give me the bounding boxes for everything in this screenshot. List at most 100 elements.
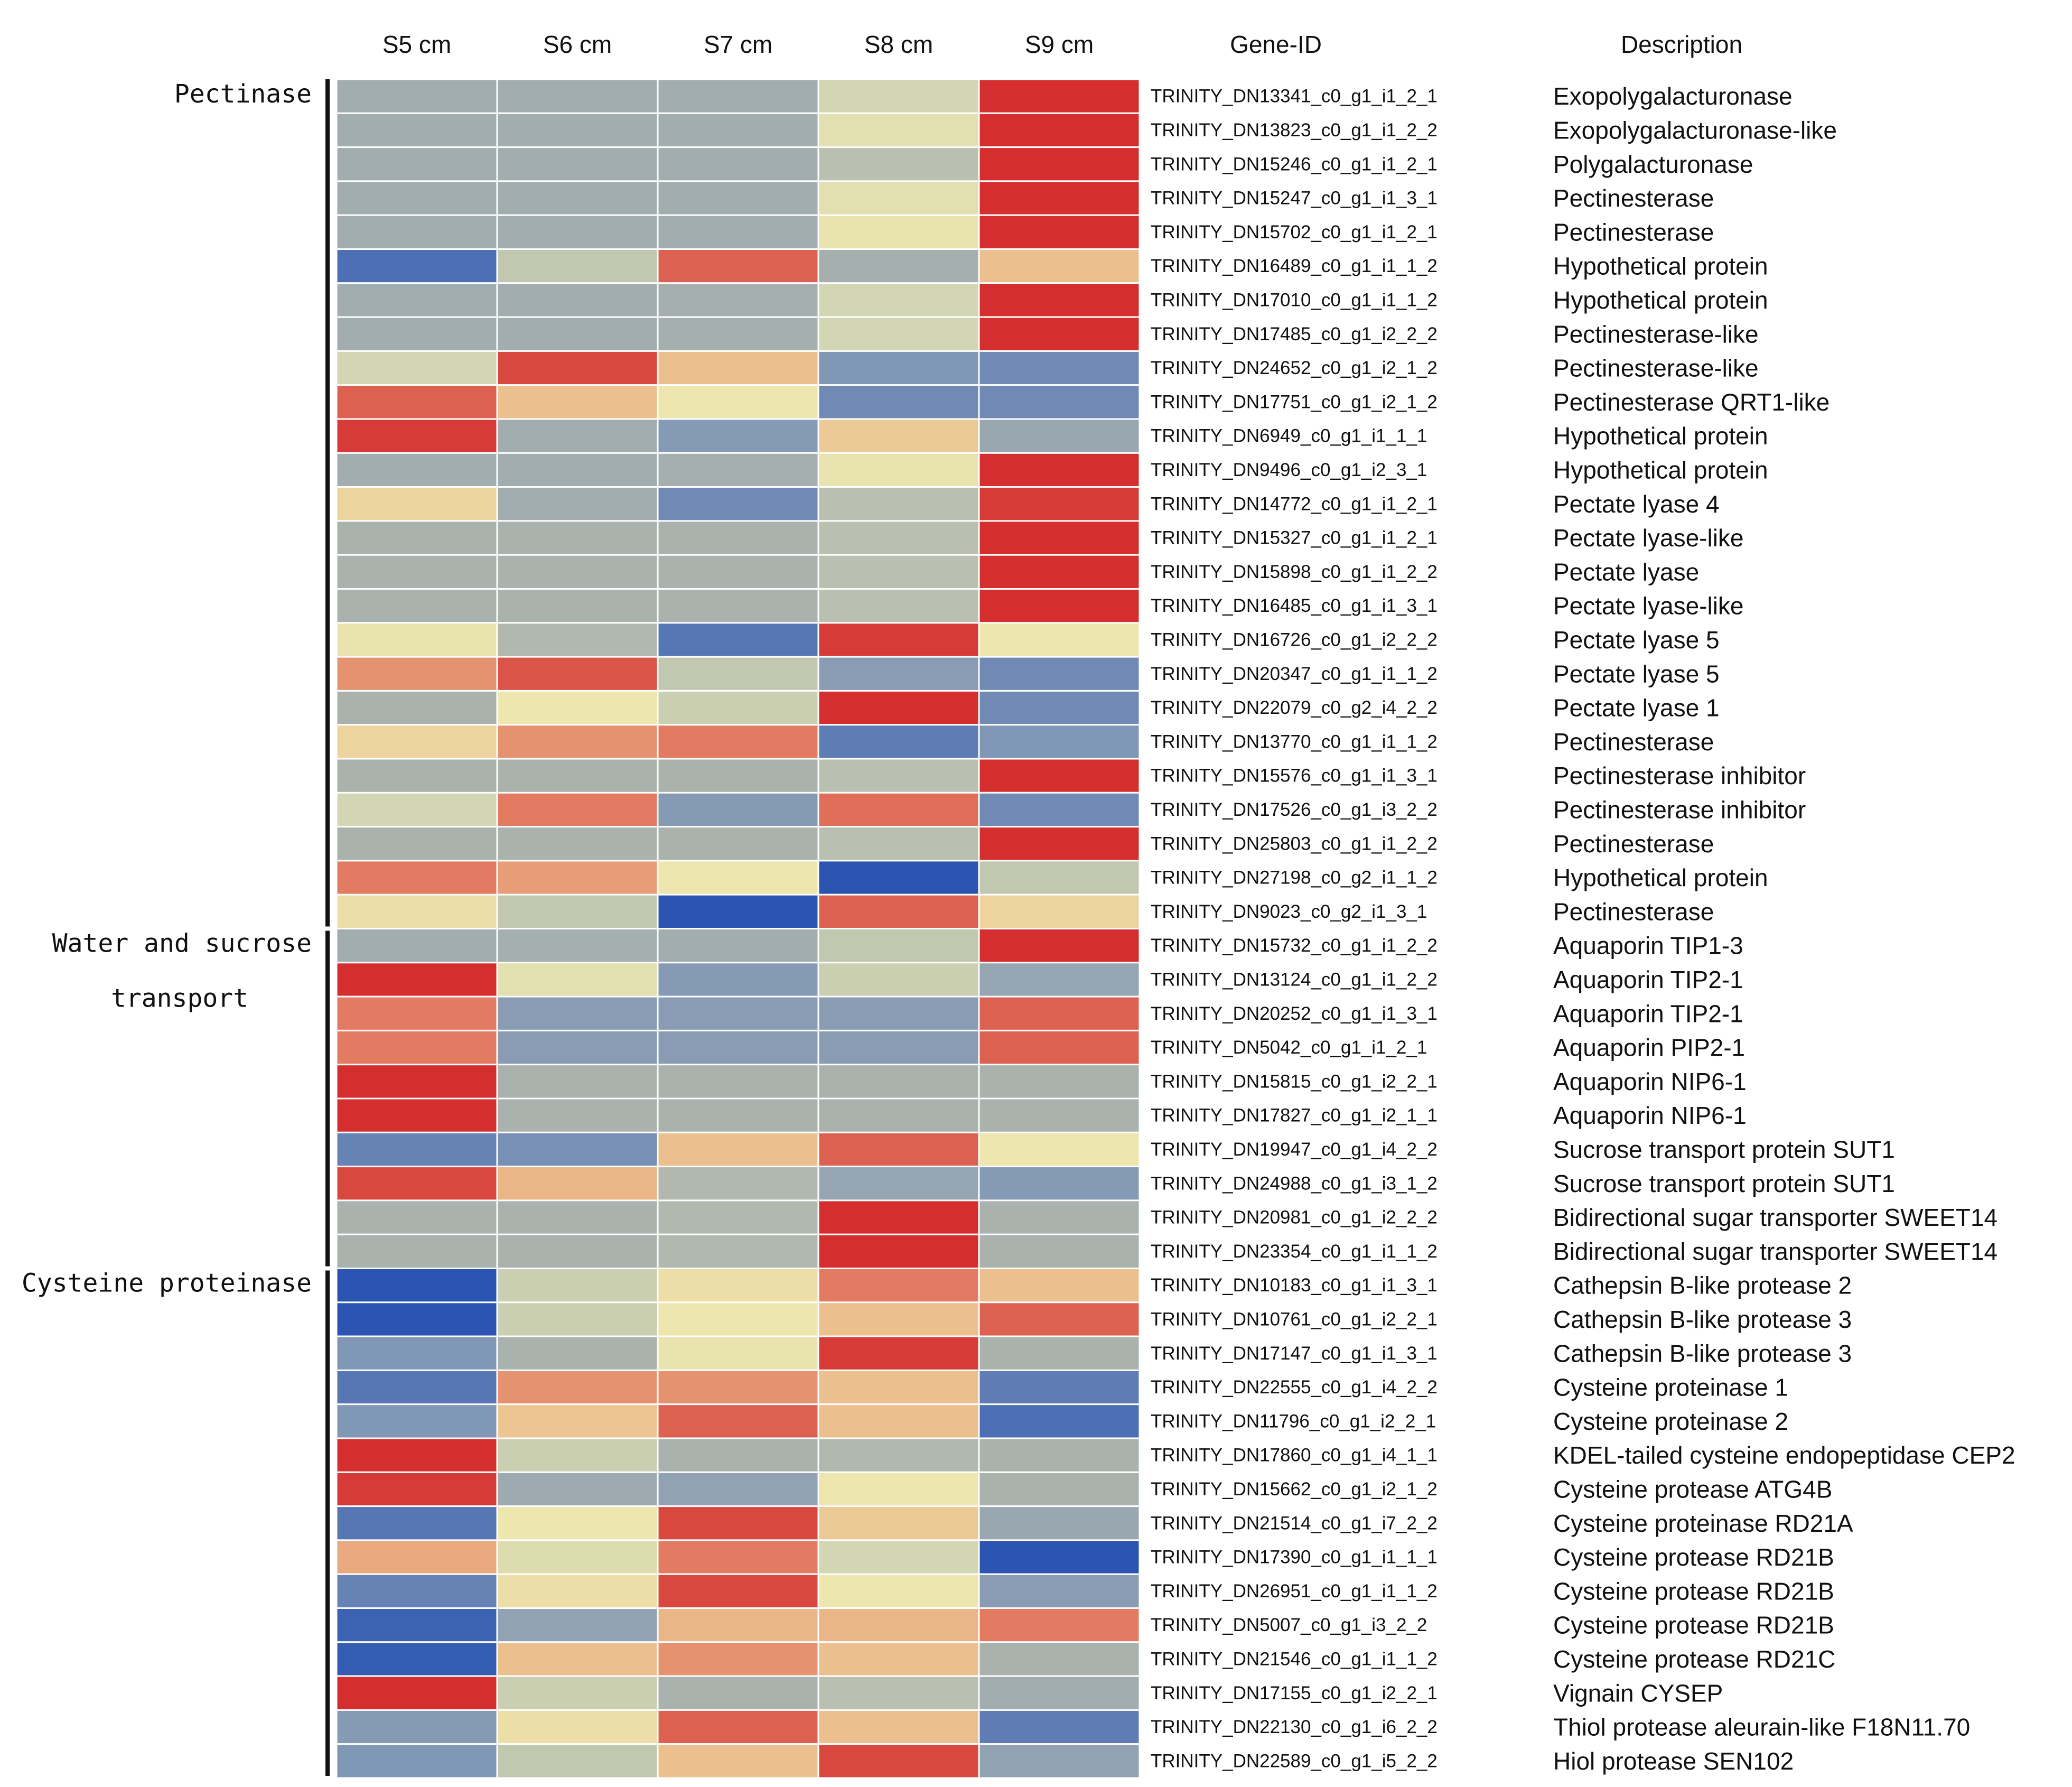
heatmap-cell [978,1607,1141,1643]
heatmap-cell [817,452,980,488]
description-label: Hypothetical protein [1553,286,1768,314]
description-labels: Exopolygalacturonase Exopolygalacturonase… [1553,82,2015,1775]
description-label: Hypothetical protein [1553,456,1768,483]
gene-id-label: TRINITY_DN15898_c0_g1_i1_2_2 [1151,562,1438,582]
description-label: Sucrose transport protein SUT1 [1553,1170,1895,1197]
gene-id-label: TRINITY_DN22079_c0_g2_i4_2_2 [1151,697,1438,718]
heatmap-cell [978,1675,1141,1711]
heatmap-cell [335,1573,498,1609]
heatmap-cell [335,1233,498,1269]
description-label: Pectate lyase-like [1553,592,1744,620]
gene-id-label: TRINITY_DN15247_c0_g1_i1_3_1 [1151,188,1438,209]
heatmap-cell [657,248,819,284]
heatmap-cell [335,282,498,318]
heatmap-cell [335,1743,498,1779]
description-label: KDEL-tailed cysteine endopeptidase CEP2 [1553,1441,2015,1469]
heatmap-cell [817,554,980,590]
heatmap-cell [817,180,980,216]
description-label: Aquaporin PIP2-1 [1553,1034,1745,1062]
heatmap-cell [657,316,819,352]
description-label: Bidirectional sugar transporter SWEET14 [1553,1237,1998,1265]
description-label: Pectate lyase 5 [1553,660,1720,687]
description-label: Pectate lyase [1553,558,1699,585]
gene-id-label: TRINITY_DN22589_c0_g1_i5_2_2 [1151,1751,1438,1771]
heatmap-cell [496,758,659,794]
heatmap-cell [817,1471,980,1507]
gene-id-label: TRINITY_DN17010_c0_g1_i1_1_2 [1151,290,1438,310]
heatmap-cell [657,1064,819,1100]
description-label: Hypothetical protein [1553,422,1768,450]
heatmap-cell [335,1437,498,1473]
heatmap-cell [335,146,498,182]
heatmap-cell [978,316,1141,352]
gene-id-label: TRINITY_DN20347_c0_g1_i1_1_2 [1151,664,1438,684]
heatmap-cell [335,180,498,216]
heatmap-cell [978,622,1141,658]
heatmap-cell [496,1505,659,1541]
heatmap-cell [978,112,1141,148]
heatmap-cell [657,1539,819,1575]
heatmap-cell [335,1335,498,1371]
heatmap-cell [335,214,498,250]
heatmap-cell [496,690,659,726]
heatmap-cell [496,1301,659,1337]
gene-id-label: TRINITY_DN10761_c0_g1_i2_2_1 [1151,1309,1438,1329]
description-label: Sucrose transport protein SUT1 [1553,1136,1895,1163]
heatmap-cell [978,1335,1141,1371]
heatmap-cell [657,1641,819,1677]
heatmap-cell [817,384,980,420]
heatmap-cell [496,1641,659,1677]
heatmap-cell [978,1743,1141,1779]
heatmap-cell [978,1403,1141,1439]
description-label: Pectinesterase QRT1-like [1553,388,1830,416]
gene-id-label: TRINITY_DN11796_c0_g1_i2_2_1 [1151,1411,1436,1431]
heatmap-cell [657,1131,819,1168]
heatmap-cell [335,78,498,114]
heatmap-cell [496,1437,659,1473]
heatmap-cell [817,1641,980,1677]
heatmap-cell [496,248,659,284]
heatmap-cell [978,1131,1141,1168]
heatmap-cell [335,520,498,556]
gene-id-label: TRINITY_DN25803_c0_g1_i1_2_2 [1151,833,1438,854]
heatmap-cell [496,826,659,862]
heatmap-cell [978,860,1141,896]
description-label: Aquaporin TIP2-1 [1553,1000,1743,1027]
heatmap-cell [817,146,980,182]
heatmap-cell [978,248,1141,284]
heatmap-cell [335,350,498,386]
heatmap-cells [335,78,1141,1779]
heatmap-cell [657,1743,819,1779]
group-label: Pectinase [174,79,312,109]
heatmap-cell [817,588,980,624]
heatmap-cell [496,995,659,1031]
description-label: Aquaporin TIP1-3 [1553,932,1743,960]
heatmap-cell [335,1131,498,1168]
group-bracket [325,930,330,1267]
heatmap-cell [978,418,1141,454]
gene-id-label: TRINITY_DN10183_c0_g1_i1_3_1 [1151,1275,1438,1296]
heatmap-cell [496,350,659,386]
gene-id-label: TRINITY_DN17485_c0_g1_i2_2_2 [1151,324,1438,345]
heatmap-cell [496,418,659,454]
heatmap-cell [978,554,1141,590]
heatmap-cell [817,282,980,318]
heatmap-cell [657,1709,819,1745]
group-brackets: Pectinase Water and sucrose transport Cyste… [22,79,330,1776]
heatmap-cell [496,78,659,114]
description-label: Aquaporin NIP6-1 [1553,1068,1747,1095]
heatmap-cell [496,1166,659,1202]
heatmap-cell [657,1505,819,1541]
heatmap-cell [657,1268,819,1304]
heatmap-cell [817,995,980,1031]
heatmap-cell [496,1233,659,1269]
gene-id-label: TRINITY_DN9023_c0_g2_i1_3_1 [1151,901,1427,922]
description-label: Bidirectional sugar transporter SWEET14 [1553,1204,1998,1231]
heatmap-cell [817,1403,980,1439]
heatmap-cell [496,1335,659,1371]
description-label: Pectate lyase 1 [1553,694,1720,722]
gene-id-label: TRINITY_DN15576_c0_g1_i1_3_1 [1151,766,1438,786]
heatmap-cell [657,622,819,658]
description-label: Pectinesterase [1553,898,1714,925]
heatmap-cell [335,1199,498,1235]
